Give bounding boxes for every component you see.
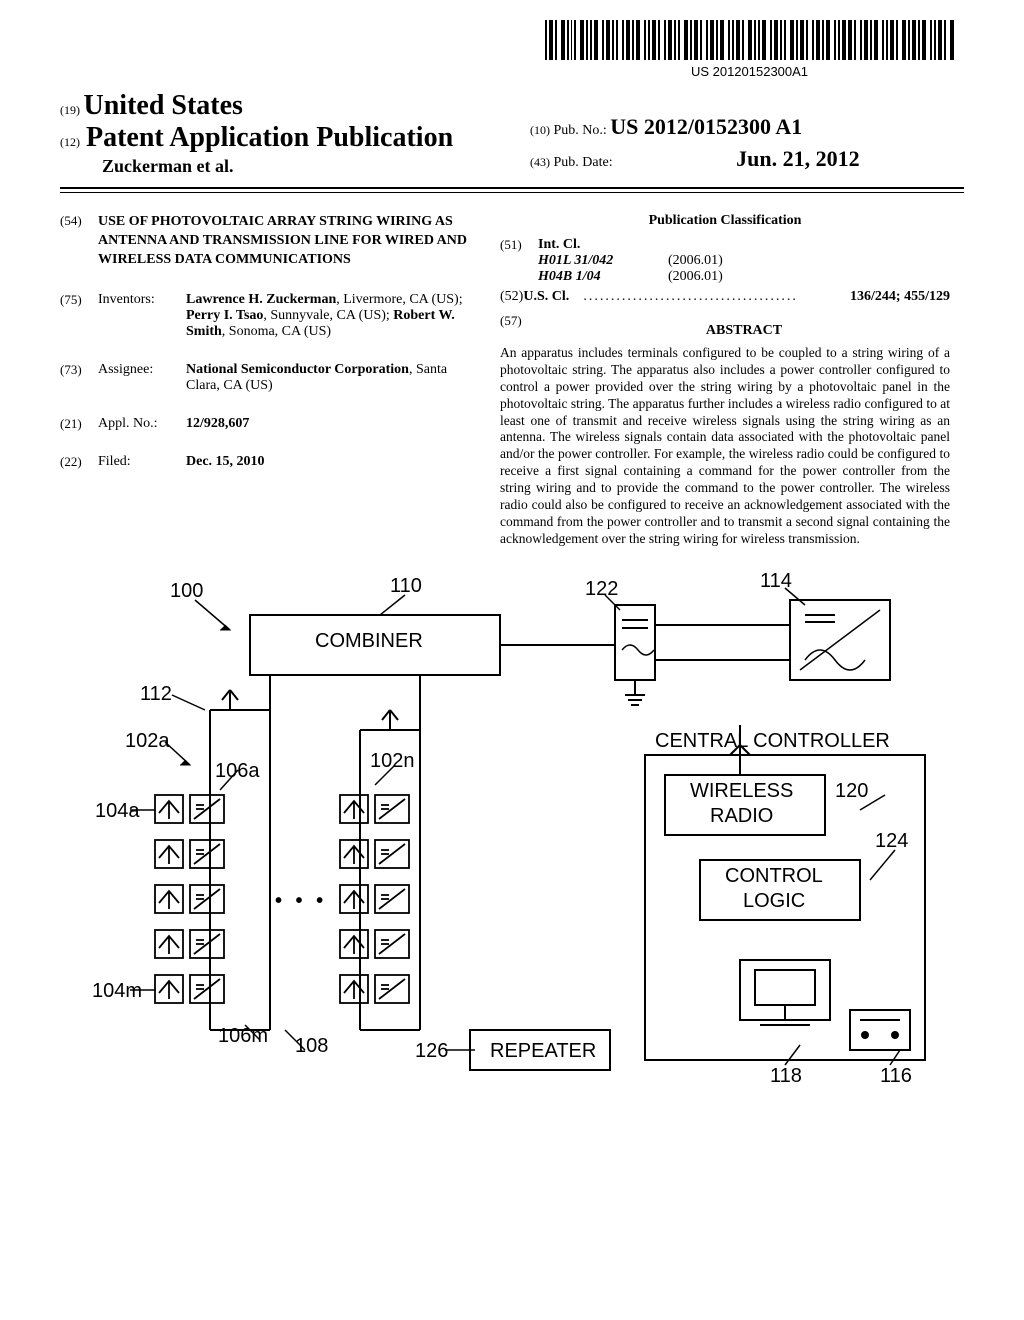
ref-102a: 102a: [125, 730, 170, 753]
string-n-units: [340, 795, 409, 1003]
patent-title: USE OF PHOTOVOLTAIC ARRAY STRING WIRING …: [98, 213, 470, 270]
country-code: (19): [60, 103, 80, 117]
filed-code: (22): [60, 454, 98, 470]
pubdate-value: Jun. 21, 2012: [736, 146, 859, 171]
uscl-dots: .......................................: [583, 289, 850, 305]
intcl2-year: (2006.01): [668, 269, 723, 285]
ref-114: 114: [760, 570, 792, 593]
ref-106a: 106a: [215, 760, 260, 783]
ref-116: 116: [880, 1065, 912, 1088]
uscl-code: (52): [500, 289, 523, 305]
assignee-label: Assignee:: [98, 362, 186, 394]
filed-value: Dec. 15, 2010: [186, 454, 265, 469]
applno-label: Appl. No.:: [98, 416, 186, 432]
inventor-2-loc: , Sunnyvale, CA (US);: [263, 308, 393, 323]
patent-figure: 100 110 COMBINER 112 102a 106a 102n 104a…: [60, 570, 960, 1090]
ref-120: 120: [835, 780, 868, 803]
filed-label: Filed:: [98, 454, 186, 470]
ref-104m: 104m: [92, 980, 142, 1003]
intcl1-code: H01L 31/042: [538, 253, 668, 269]
intcl1-year: (2006.01): [668, 253, 723, 269]
central-controller-label: CENTRAL CONTROLLER: [655, 730, 890, 753]
title-code: (54): [60, 213, 98, 270]
inventor-2-name: Perry I. Tsao: [186, 308, 263, 323]
intcl-code: (51): [500, 237, 538, 253]
ref-112: 112: [140, 683, 172, 706]
barcode: [545, 20, 954, 60]
abstract-code: (57): [500, 313, 538, 345]
ellipsis: • • •: [275, 890, 327, 913]
barcode-block: US 20120152300A1: [545, 20, 954, 79]
figure-svg: [60, 570, 960, 1090]
inventor-1-loc: , Livermore, CA (US);: [336, 292, 462, 307]
inventor-3-loc: , Sonoma, CA (US): [222, 324, 331, 339]
left-column: (54) USE OF PHOTOVOLTAIC ARRAY STRING WI…: [60, 213, 470, 548]
ref-100: 100: [170, 580, 203, 603]
ref-106m: 106m: [218, 1025, 268, 1048]
ref-104a: 104a: [95, 800, 140, 823]
pub-type-code: (12): [60, 135, 80, 150]
applno-value: 12/928,607: [186, 416, 249, 431]
intcl2-code: H04B 1/04: [538, 269, 668, 285]
ref-102n: 102n: [370, 750, 415, 773]
ref-108: 108: [295, 1035, 328, 1058]
country-name: United States: [84, 90, 243, 121]
repeater-label: REPEATER: [490, 1040, 596, 1063]
abstract-text: An apparatus includes terminals configur…: [500, 345, 950, 548]
uscl-label: U.S. Cl.: [523, 289, 569, 304]
combiner-label: COMBINER: [315, 630, 423, 653]
uscl-value: 136/244; 455/129: [850, 289, 950, 304]
ref-122: 122: [585, 578, 618, 601]
pubno-label: Pub. No.:: [554, 123, 607, 138]
pubno-value: US 2012/0152300 A1: [610, 114, 802, 139]
wireless-label: WIRELESS: [690, 780, 793, 803]
ref-110: 110: [390, 575, 422, 598]
intcl-label: Int. Cl.: [538, 237, 598, 253]
radio-label: RADIO: [710, 805, 773, 828]
rule-thin: [60, 192, 964, 193]
ref-118: 118: [770, 1065, 802, 1088]
control-label: CONTROL: [725, 865, 823, 888]
assignee-code: (73): [60, 362, 98, 394]
logic-label: LOGIC: [743, 890, 805, 913]
pubdate-code: (43): [530, 155, 550, 169]
inventors-value: Lawrence H. Zuckerman, Livermore, CA (US…: [186, 292, 470, 340]
biblio-columns: (54) USE OF PHOTOVOLTAIC ARRAY STRING WI…: [60, 213, 964, 548]
pubno-code: (10): [530, 123, 550, 137]
pubdate-label: Pub. Date:: [554, 155, 613, 170]
inventors-code: (75): [60, 292, 98, 340]
barcode-number: US 20120152300A1: [545, 64, 954, 79]
applno-code: (21): [60, 416, 98, 432]
ref-126: 126: [415, 1040, 448, 1063]
assignee-name: National Semiconductor Corporation: [186, 362, 409, 377]
string-a-units: [155, 795, 224, 1003]
inventors-label: Inventors:: [98, 292, 186, 340]
pub-type: Patent Application Publication: [86, 122, 453, 154]
inventor-1-name: Lawrence H. Zuckerman: [186, 292, 336, 307]
rule-thick: [60, 187, 964, 189]
assignee-value: National Semiconductor Corporation, Sant…: [186, 362, 470, 394]
right-column: Publication Classification (51) Int. Cl.…: [500, 213, 950, 548]
header-right: (10) Pub. No.: US 2012/0152300 A1 (43) P…: [530, 114, 860, 172]
ref-124: 124: [875, 830, 908, 853]
classification-heading: Publication Classification: [500, 213, 950, 229]
abstract-label: ABSTRACT: [538, 323, 950, 339]
